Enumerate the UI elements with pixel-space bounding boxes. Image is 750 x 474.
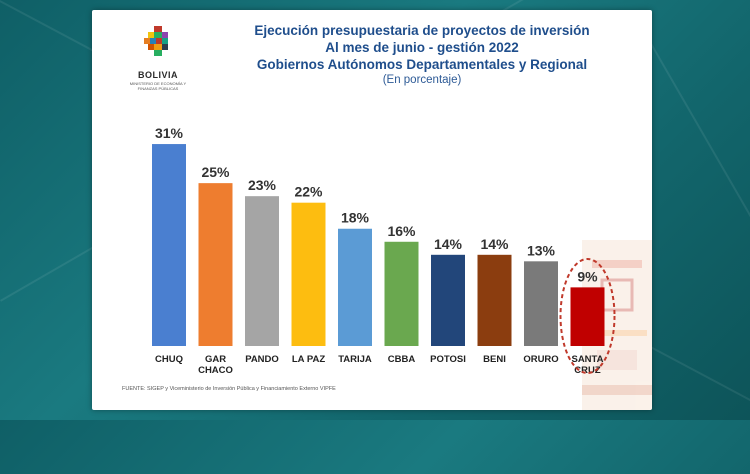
category-label-8-0: ORURO (523, 354, 558, 365)
category-label-1-0: GAR (205, 354, 226, 365)
category-label-6-0: POTOSI (430, 354, 466, 365)
category-label-9-0: SANTA (571, 354, 603, 365)
value-label-5: 16% (387, 223, 416, 239)
category-label-3-0: LA PAZ (292, 354, 325, 365)
bar-3 (291, 202, 326, 346)
value-label-6: 14% (434, 236, 463, 252)
logo: BOLIVIA MINISTERIO DE ECONOMÍA Y FINANZA… (122, 26, 194, 91)
highlight-ellipse (559, 258, 616, 374)
value-label-7: 14% (480, 236, 509, 252)
logo-name: BOLIVIA (137, 70, 178, 80)
bar-9 (570, 287, 605, 346)
bar-8 (524, 261, 558, 346)
category-label-1-1: CHACO (198, 365, 233, 376)
category-label-0-0: CHUQ (155, 354, 183, 365)
value-label-8: 13% (527, 242, 556, 258)
bar-6 (431, 254, 465, 346)
category-label-5-0: CBBA (388, 354, 416, 365)
category-label-4-0: TARIJA (338, 354, 372, 365)
subtitle: (En porcentaje) (382, 74, 462, 86)
bar-1 (198, 183, 233, 346)
chart-title-block: Ejecución presupuestaria de proyectos de… (212, 22, 632, 88)
logo-subtitle: MINISTERIO DE ECONOMÍA Y FINANZAS PÚBLIC… (129, 81, 187, 91)
value-label-0: 31% (155, 125, 184, 141)
bolivia-emblem-icon (144, 26, 168, 56)
title-line-2: Al mes de junio - gestión 2022 (325, 40, 519, 55)
category-label-9-1: CRUZ (574, 365, 601, 376)
value-label-1: 25% (201, 164, 230, 180)
value-label-4: 18% (341, 210, 370, 226)
bar-5 (384, 241, 419, 346)
value-label-3: 22% (294, 184, 323, 200)
title-line-3: Gobiernos Autónomos Departamentales y Re… (256, 57, 588, 72)
bar-2 (245, 196, 279, 346)
value-label-9: 9% (577, 268, 598, 284)
category-label-7-0: BENI (483, 354, 506, 365)
source-note: FUENTE: SIGEP y Viceministerio de Invers… (122, 386, 336, 392)
slide: BOLIVIA MINISTERIO DE ECONOMÍA Y FINANZA… (92, 10, 652, 410)
value-label-2: 23% (248, 177, 277, 193)
title-line-1: Ejecución presupuestaria de proyectos de… (254, 23, 590, 38)
bar-7 (477, 254, 512, 346)
category-label-2-0: PANDO (245, 354, 279, 365)
bar-4 (338, 228, 372, 346)
bar-0 (152, 144, 186, 346)
